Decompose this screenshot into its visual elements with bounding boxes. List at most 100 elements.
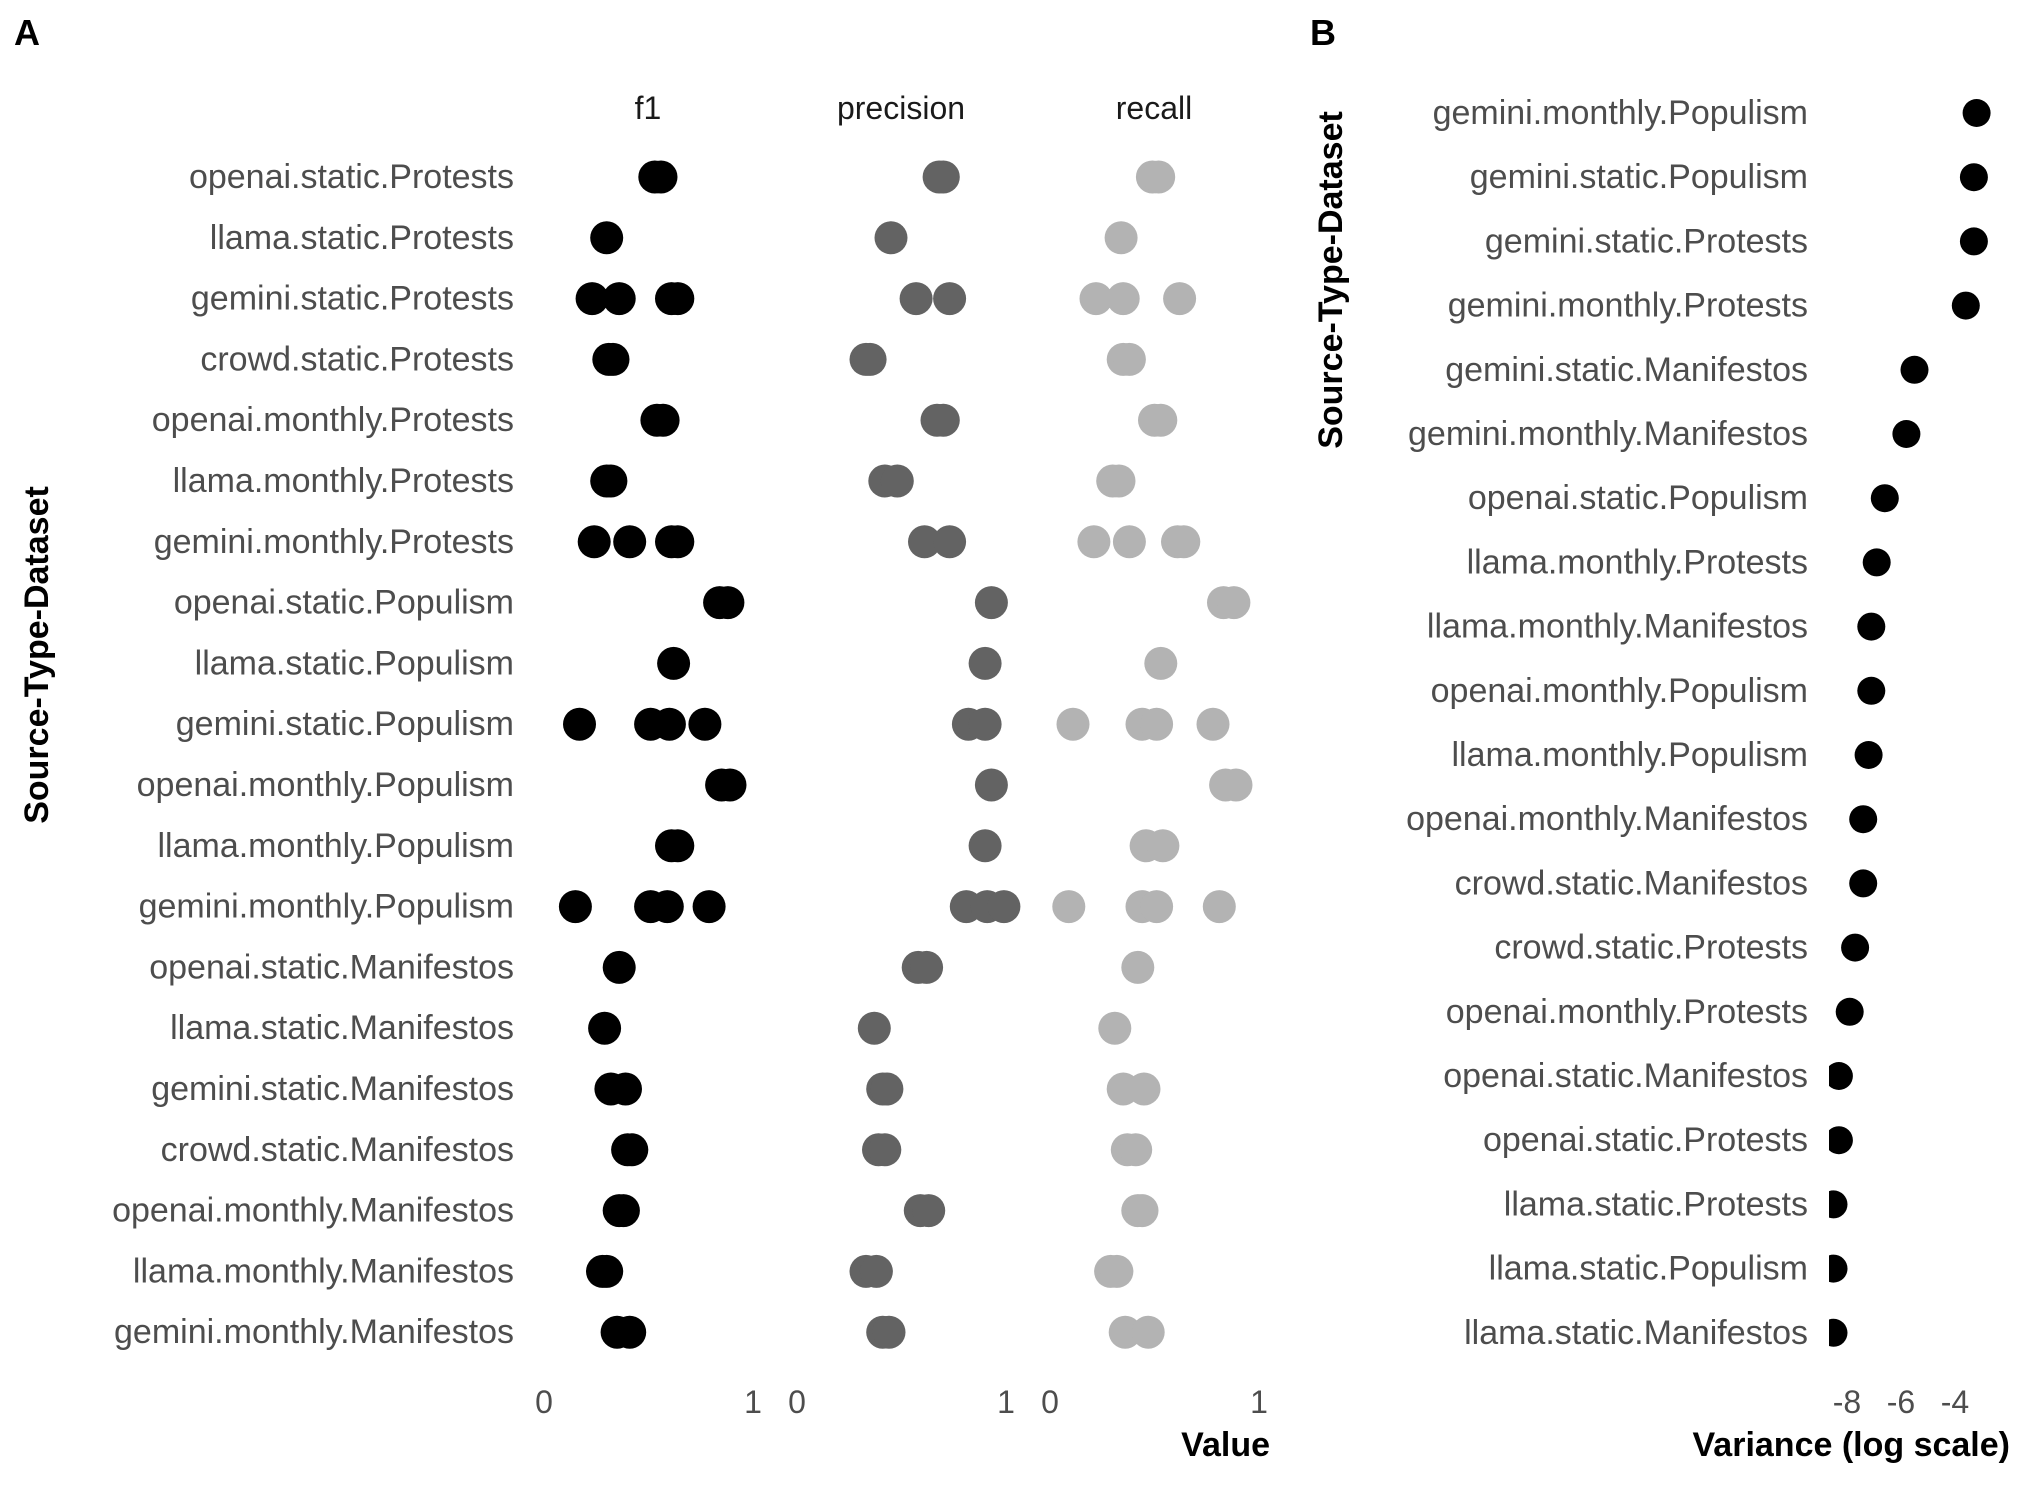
panel-a-y-label-llama-static-populism: llama.static.Populism — [195, 644, 514, 682]
panel-b-y-label-llama-static-protests: llama.static.Protests — [1504, 1185, 1808, 1223]
panel-a-points — [558, 160, 1253, 1349]
panel-b-category-labels: gemini.monthly.Populism gemini.static.Pop… — [1406, 94, 1808, 1352]
panel-a-y-label-gemini-static-manifestos: gemini.static.Manifestos — [151, 1070, 514, 1108]
variance-x-tick-minus8: -8 — [1833, 1384, 1861, 1420]
panel-b-y-label-openai-monthly-populism: openai.monthly.Populism — [1431, 672, 1808, 710]
point-recall-gemini-static-populism-0 — [1056, 707, 1090, 741]
point-f1-gemini-static-populism-3 — [688, 707, 722, 741]
panel-a-y-label-llama-monthly-protests: llama.monthly.Protests — [173, 462, 514, 500]
variance-point-llama-static-protests — [1829, 1190, 1848, 1219]
panel-b-points — [1829, 99, 1991, 1347]
variance-point-gemini-monthly-populism — [1962, 99, 1991, 127]
point-recall-gemini-static-protests-0 — [1079, 282, 1113, 316]
point-recall-gemini-static-manifestos-1 — [1127, 1072, 1161, 1106]
point-precision-openai-monthly-manifestos-1 — [912, 1194, 946, 1228]
point-precision-openai-monthly-protests-1 — [926, 403, 960, 437]
point-recall-llama-monthly-manifestos-1 — [1100, 1254, 1134, 1288]
point-precision-openai-monthly-populism-0 — [974, 768, 1008, 802]
variance-x-tick-minus6: -6 — [1887, 1384, 1915, 1420]
panel-b-y-label-gemini-static-populism: gemini.static.Populism — [1470, 158, 1808, 196]
variance-point-llama-static-populism — [1829, 1254, 1848, 1283]
point-recall-openai-static-populism-1 — [1217, 586, 1251, 620]
variance-point-openai-static-populism — [1870, 484, 1899, 513]
point-recall-gemini-monthly-populism-2 — [1140, 890, 1174, 924]
point-recall-crowd-static-protests-1 — [1112, 342, 1146, 376]
point-recall-gemini-monthly-populism-3 — [1202, 890, 1236, 924]
point-f1-llama-monthly-protests-1 — [594, 464, 628, 498]
panel-a-y-axis-title: Source-Type-Dataset — [18, 486, 56, 824]
panel-a-y-label-openai-monthly-protests: openai.monthly.Protests — [152, 401, 514, 439]
panel-b-y-label-gemini-monthly-populism: gemini.monthly.Populism — [1433, 94, 1808, 132]
point-precision-gemini-static-populism-1 — [968, 707, 1002, 741]
variance-point-gemini-static-populism — [1959, 163, 1988, 192]
point-f1-crowd-static-protests-1 — [596, 342, 630, 376]
panel-a-y-label-gemini-monthly-populism: gemini.monthly.Populism — [139, 888, 514, 926]
f1-x-tick-0: 0 — [535, 1384, 553, 1420]
point-f1-llama-monthly-manifestos-1 — [590, 1254, 624, 1288]
panel-a-y-label-openai-monthly-manifestos: openai.monthly.Manifestos — [112, 1192, 514, 1230]
point-f1-openai-static-protests-1 — [644, 160, 678, 194]
point-f1-gemini-static-protests-3 — [661, 282, 695, 316]
panel-a-y-label-gemini-monthly-protests: gemini.monthly.Protests — [154, 523, 514, 561]
panel-a-y-label-openai-static-protests: openai.static.Protests — [189, 158, 514, 196]
panel-a-category-labels: openai.static.Protests llama.static.Prote… — [112, 158, 514, 1351]
point-recall-gemini-static-protests-2 — [1163, 282, 1197, 316]
variance-point-openai-static-manifestos — [1829, 1062, 1853, 1090]
panel-b-y-label-openai-monthly-manifestos: openai.monthly.Manifestos — [1406, 800, 1808, 838]
panel-a-y-label-openai-static-populism: openai.static.Populism — [174, 584, 514, 622]
point-recall-openai-monthly-populism-1 — [1219, 768, 1253, 802]
panel-b-y-label-gemini-monthly-manifestos: gemini.monthly.Manifestos — [1408, 415, 1808, 453]
recall-x-tick-1: 1 — [1250, 1384, 1268, 1420]
point-f1-llama-monthly-populism-1 — [661, 829, 695, 863]
panel-a-x-axis-title: Value — [1181, 1426, 1270, 1464]
point-precision-crowd-static-protests-1 — [853, 342, 887, 376]
point-recall-llama-static-protests-0 — [1104, 221, 1138, 255]
variance-point-gemini-static-manifestos — [1900, 355, 1929, 384]
panel-b-y-label-llama-static-manifestos: llama.static.Manifestos — [1464, 1314, 1808, 1352]
variance-point-openai-monthly-populism — [1857, 676, 1886, 705]
facet-label-precision: precision — [837, 90, 965, 126]
panel-a-y-label-llama-monthly-manifestos: llama.monthly.Manifestos — [133, 1252, 514, 1290]
point-f1-gemini-static-populism-0 — [563, 707, 596, 741]
variance-point-crowd-static-protests — [1841, 933, 1870, 962]
panel-a-y-label-llama-monthly-populism: llama.monthly.Populism — [157, 827, 514, 865]
point-recall-gemini-monthly-manifestos-0 — [1108, 1315, 1142, 1349]
point-precision-openai-static-manifestos-1 — [910, 950, 944, 984]
panel-b-y-label-openai-static-populism: openai.static.Populism — [1468, 479, 1808, 517]
panel-a-y-label-gemini-static-protests: gemini.static.Protests — [191, 280, 514, 318]
variance-point-openai-monthly-protests — [1835, 997, 1864, 1026]
variance-point-gemini-monthly-manifestos — [1892, 420, 1921, 448]
variance-point-openai-static-protests — [1829, 1126, 1853, 1155]
point-precision-gemini-monthly-protests-0 — [908, 525, 941, 559]
variance-x-tick-minus4: -4 — [1941, 1384, 1969, 1420]
point-recall-openai-static-protests-1 — [1142, 160, 1176, 194]
point-recall-gemini-monthly-protests-0 — [1077, 525, 1111, 559]
panel-a-y-label-gemini-static-populism: gemini.static.Populism — [176, 705, 514, 743]
point-recall-gemini-monthly-manifestos-1 — [1131, 1315, 1165, 1349]
variance-point-llama-static-manifestos — [1829, 1318, 1848, 1347]
point-f1-gemini-monthly-populism-3 — [692, 890, 726, 924]
point-precision-llama-static-manifestos-0 — [857, 1011, 891, 1045]
point-precision-openai-static-protests-1 — [926, 160, 960, 194]
panel-b-y-label-openai-static-manifestos: openai.static.Manifestos — [1443, 1057, 1808, 1095]
point-recall-openai-monthly-protests-1 — [1144, 403, 1178, 437]
panel-b-y-label-llama-monthly-populism: llama.monthly.Populism — [1451, 736, 1808, 774]
point-precision-gemini-monthly-populism-2 — [987, 890, 1021, 924]
point-f1-openai-static-populism-1 — [711, 586, 745, 620]
panel-b-x-axis-title: Variance (log scale) — [1693, 1426, 2011, 1464]
precision-x-tick-0: 0 — [788, 1384, 806, 1420]
point-precision-gemini-static-protests-1 — [933, 282, 967, 316]
panel-b-y-axis-title: Source-Type-Dataset — [1312, 111, 1350, 449]
point-precision-llama-monthly-manifestos-1 — [859, 1254, 893, 1288]
panel-b-y-label-gemini-monthly-protests: gemini.monthly.Protests — [1448, 287, 1808, 325]
point-precision-gemini-monthly-protests-1 — [933, 525, 967, 559]
point-precision-llama-monthly-populism-0 — [968, 829, 1002, 863]
point-f1-gemini-monthly-protests-3 — [661, 525, 695, 559]
point-recall-crowd-static-manifestos-1 — [1119, 1133, 1153, 1167]
point-precision-llama-static-populism-0 — [968, 646, 1002, 680]
point-precision-llama-static-protests-0 — [874, 221, 908, 255]
point-recall-llama-static-populism-0 — [1144, 646, 1178, 680]
variance-point-llama-monthly-protests — [1862, 548, 1891, 577]
panel-a-y-label-openai-static-manifestos: openai.static.Manifestos — [149, 948, 514, 986]
